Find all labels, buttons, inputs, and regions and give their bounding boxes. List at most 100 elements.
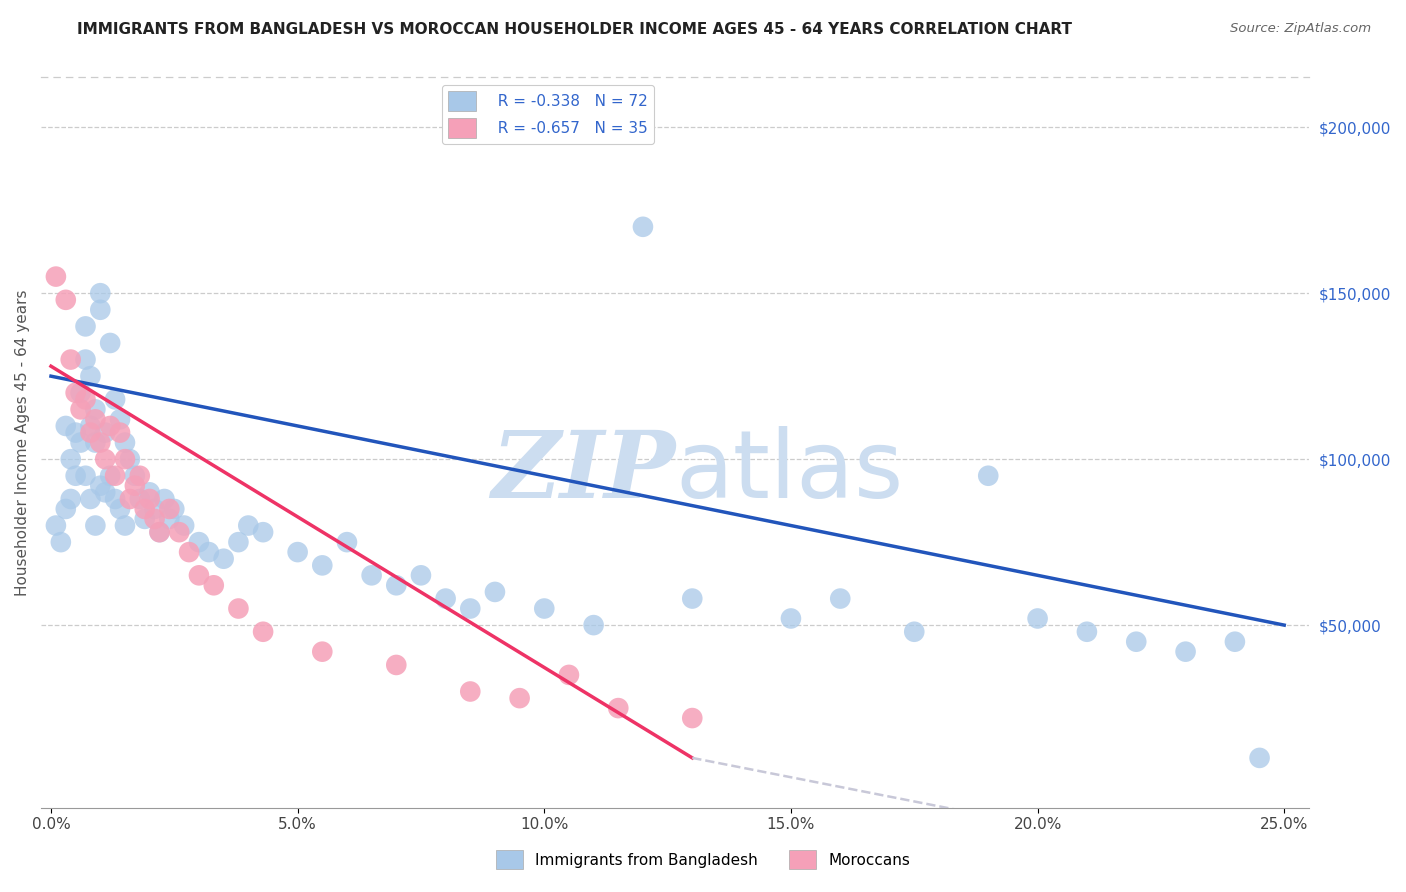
Point [128, 491, 150, 506]
Point [79, 419, 101, 434]
Legend: Immigrants from Bangladesh, Moroccans: Immigrants from Bangladesh, Moroccans [489, 844, 917, 875]
Point [509, 691, 531, 706]
Point [202, 578, 225, 592]
Point [69, 402, 91, 417]
Point [148, 525, 170, 540]
Point [287, 545, 309, 559]
Point [143, 512, 166, 526]
Point [188, 535, 211, 549]
Point [89, 479, 111, 493]
Point [484, 585, 506, 599]
Point [59, 452, 82, 467]
Point [84, 402, 107, 417]
Point [104, 392, 127, 407]
Point [311, 645, 333, 659]
Point [89, 302, 111, 317]
Point [311, 558, 333, 573]
Legend:   R = -0.338   N = 72,   R = -0.657   N = 35: R = -0.338 N = 72, R = -0.657 N = 35 [443, 85, 654, 145]
Point [148, 525, 170, 540]
Point [108, 412, 131, 426]
Point [533, 601, 555, 615]
Point [75, 468, 97, 483]
Point [336, 535, 359, 549]
Point [360, 568, 382, 582]
Point [134, 512, 156, 526]
Point [252, 525, 274, 540]
Y-axis label: Householder Income Ages 45 - 64 years: Householder Income Ages 45 - 64 years [15, 289, 30, 596]
Point [188, 568, 211, 582]
Point [84, 518, 107, 533]
Point [1223, 634, 1246, 648]
Point [104, 491, 127, 506]
Point [157, 512, 180, 526]
Point [98, 468, 121, 483]
Point [104, 468, 127, 483]
Point [128, 468, 150, 483]
Point [55, 419, 77, 434]
Point [94, 425, 117, 440]
Point [49, 535, 72, 549]
Point [89, 286, 111, 301]
Point [108, 502, 131, 516]
Point [1174, 645, 1197, 659]
Point [173, 518, 195, 533]
Point [681, 711, 703, 725]
Point [79, 369, 101, 384]
Point [65, 385, 87, 400]
Point [1026, 611, 1049, 625]
Point [59, 491, 82, 506]
Point [212, 551, 235, 566]
Point [1076, 624, 1098, 639]
Point [45, 518, 67, 533]
Point [143, 502, 166, 516]
Point [55, 502, 77, 516]
Point [780, 611, 803, 625]
Point [434, 591, 457, 606]
Text: atlas: atlas [675, 425, 903, 517]
Point [138, 485, 160, 500]
Point [118, 491, 141, 506]
Point [134, 502, 156, 516]
Point [977, 468, 1000, 483]
Point [75, 392, 97, 407]
Point [409, 568, 432, 582]
Point [94, 485, 117, 500]
Point [385, 657, 408, 672]
Point [94, 452, 117, 467]
Point [830, 591, 852, 606]
Point [631, 219, 654, 234]
Point [582, 618, 605, 632]
Point [163, 502, 186, 516]
Point [69, 435, 91, 450]
Point [55, 293, 77, 307]
Point [681, 591, 703, 606]
Point [84, 412, 107, 426]
Point [385, 578, 408, 592]
Text: Source: ZipAtlas.com: Source: ZipAtlas.com [1230, 22, 1371, 36]
Point [458, 684, 481, 698]
Point [98, 336, 121, 351]
Point [252, 624, 274, 639]
Point [198, 545, 221, 559]
Point [89, 435, 111, 450]
Point [79, 491, 101, 506]
Point [124, 468, 146, 483]
Point [903, 624, 925, 639]
Text: ZIP: ZIP [491, 426, 675, 516]
Point [124, 479, 146, 493]
Point [1249, 751, 1271, 765]
Point [98, 419, 121, 434]
Point [238, 518, 260, 533]
Point [228, 535, 250, 549]
Point [108, 425, 131, 440]
Point [157, 502, 180, 516]
Point [118, 452, 141, 467]
Point [79, 425, 101, 440]
Point [59, 352, 82, 367]
Point [1125, 634, 1147, 648]
Point [114, 435, 136, 450]
Point [84, 435, 107, 450]
Point [153, 491, 176, 506]
Point [114, 518, 136, 533]
Point [558, 668, 581, 682]
